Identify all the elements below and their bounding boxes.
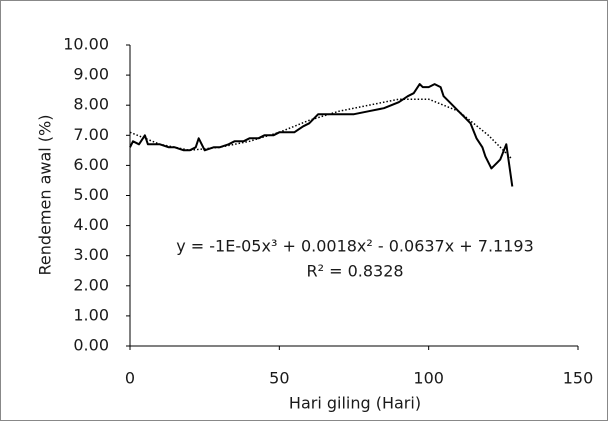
y-tick-label: 3.00 xyxy=(73,245,109,264)
y-tick-label: 0.00 xyxy=(73,336,109,355)
y-tick-label: 6.00 xyxy=(73,155,109,174)
y-tick-label: 7.00 xyxy=(73,125,109,144)
x-axis-title: Hari giling (Hari) xyxy=(289,394,421,413)
r-squared: R² = 0.8328 xyxy=(306,262,403,281)
equation: y = -1E-05x³ + 0.0018x² - 0.0637x + 7.11… xyxy=(176,237,534,256)
x-tick-label: 150 xyxy=(563,369,594,388)
y-axis-title: Rendemen awal (%) xyxy=(36,115,55,276)
x-tick-label: 100 xyxy=(413,369,444,388)
y-tick-label: 5.00 xyxy=(73,185,109,204)
y-tick-label: 9.00 xyxy=(73,65,109,84)
trendline xyxy=(129,98,513,160)
data-line xyxy=(129,83,514,187)
x-tick-label: 50 xyxy=(269,369,289,388)
y-tick-label: 10.00 xyxy=(63,35,109,54)
y-tick-label: 2.00 xyxy=(73,275,109,294)
y-tick-label: 1.00 xyxy=(73,305,109,324)
y-tick-label: 8.00 xyxy=(73,95,109,114)
x-tick-label: 0 xyxy=(125,369,135,388)
y-tick-label: 4.00 xyxy=(73,215,109,234)
